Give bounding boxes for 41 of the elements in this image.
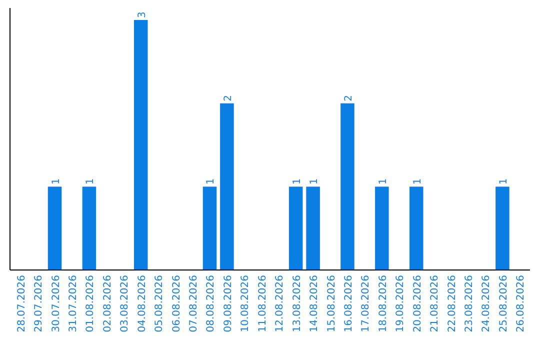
x-tick-label: 08.08.2026	[206, 275, 217, 332]
x-tick-label: 07.08.2026	[188, 275, 200, 332]
x-tick-label: 15.08.2026	[326, 275, 338, 332]
x-tick-label: 29.07.2026	[34, 275, 45, 332]
x-tick-label: 19.08.2026	[395, 275, 406, 332]
data-label: 1	[412, 178, 424, 185]
x-tick-label: 18.08.2026	[378, 275, 389, 332]
x-tick-label: 17.08.2026	[360, 275, 372, 332]
data-label: 1	[498, 178, 510, 185]
x-tick-label: 24.08.2026	[481, 275, 492, 332]
x-tick-label: 26.08.2026	[516, 275, 527, 332]
x-tick-label: 28.07.2026	[16, 275, 28, 332]
x-tick-label: 31.07.2026	[68, 275, 79, 332]
x-tick-label: 03.08.2026	[120, 275, 131, 332]
x-tick-label: 22.08.2026	[446, 275, 458, 332]
x-tick-label: 13.08.2026	[292, 275, 303, 332]
x-tick-label: 12.08.2026	[274, 275, 286, 332]
x-tick-label: 21.08.2026	[430, 275, 441, 332]
data-label: 2	[343, 94, 354, 102]
x-tick-label: 05.08.2026	[154, 275, 166, 332]
data-label: 1	[85, 178, 96, 185]
x-tick-label: 11.08.2026	[257, 275, 268, 332]
x-tick-label: 20.08.2026	[412, 275, 424, 332]
data-label: 2	[222, 94, 234, 102]
x-tick-label: 04.08.2026	[136, 275, 148, 332]
x-tick-label: 25.08.2026	[498, 275, 510, 332]
x-tick-label: 06.08.2026	[171, 275, 182, 332]
x-tick-label: 30.07.2026	[50, 275, 62, 332]
x-tick-label: 10.08.2026	[240, 275, 252, 332]
data-label: 1	[206, 178, 217, 185]
x-tick-label: 02.08.2026	[102, 275, 114, 332]
data-label: 1	[378, 178, 389, 185]
x-tick-label: 01.08.2026	[85, 275, 96, 332]
x-tick-label: 23.08.2026	[464, 275, 476, 332]
data-label: 1	[292, 178, 303, 185]
data-label: 1	[50, 178, 62, 185]
x-tick-label: 16.08.2026	[343, 275, 354, 332]
x-tick-label: 09.08.2026	[222, 275, 234, 332]
data-label: 1	[309, 178, 320, 185]
x-tick-label: 14.08.2026	[309, 275, 320, 332]
data-label: 3	[136, 12, 148, 18]
